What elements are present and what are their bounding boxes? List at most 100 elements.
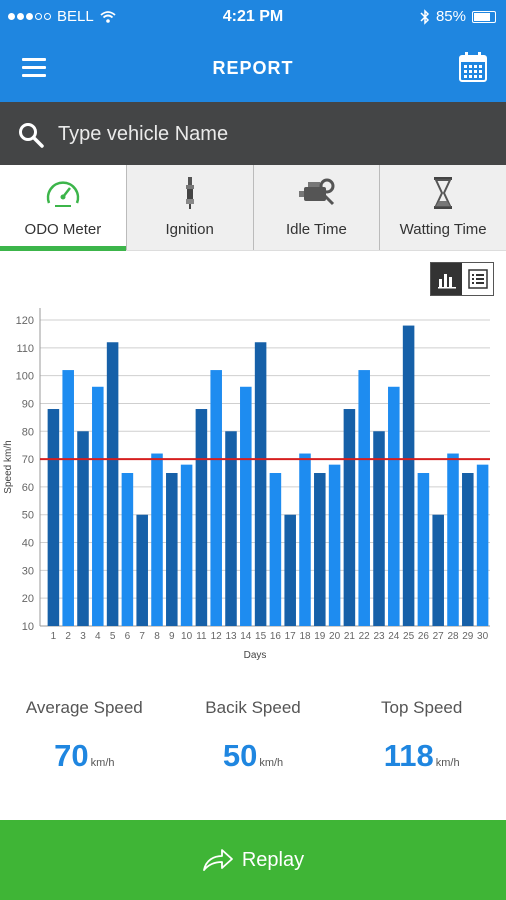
stat-unit: km/h (259, 757, 284, 769)
tab-label: Ignition (165, 221, 214, 238)
y-tick-label: 110 (16, 343, 34, 355)
search-bar (0, 102, 506, 165)
view-toggle (430, 262, 494, 296)
report-tabs: ODO Meter Ignition Idle Time Watting Tim… (0, 165, 506, 251)
x-tick-label: 28 (447, 631, 459, 642)
battery-percent: 85% (435, 8, 466, 25)
menu-icon[interactable] (22, 58, 46, 77)
x-tick-label: 30 (477, 631, 489, 642)
status-bar: BELL 4:21 PM 85% (0, 0, 506, 34)
bar (240, 386, 252, 626)
tab-waiting-time[interactable]: Watting Time (380, 165, 506, 250)
status-right: 85% (420, 8, 496, 25)
search-input[interactable] (56, 116, 480, 152)
bar (106, 342, 119, 626)
bar (92, 386, 104, 626)
bluetooth-icon (420, 8, 430, 25)
tab-label: Watting Time (399, 221, 487, 238)
engine-icon (299, 178, 335, 206)
top-speed-stat: Top Speed 118 km/h (337, 690, 506, 800)
bar (47, 409, 60, 626)
x-tick-label: 8 (154, 631, 160, 642)
y-tick-label: 20 (22, 593, 34, 605)
hourglass-icon (434, 177, 453, 209)
bar (254, 342, 267, 626)
search-icon (19, 123, 44, 148)
bar (121, 473, 134, 626)
page-title: REPORT (212, 58, 294, 78)
x-axis-label: Days (244, 650, 267, 661)
bar-chart-icon (437, 274, 456, 289)
bar (225, 431, 237, 626)
bar-chart-view-button[interactable] (431, 263, 462, 295)
x-tick-label: 27 (433, 631, 445, 642)
signal-icon (8, 13, 51, 20)
tab-ignition[interactable]: Ignition (127, 165, 254, 250)
stat-value: 118 (383, 738, 434, 773)
status-time: 4:21 PM (222, 8, 284, 25)
bar (62, 370, 74, 626)
bar (432, 514, 444, 626)
x-tick-label: 19 (314, 631, 326, 642)
bar (269, 473, 282, 626)
x-tick-label: 2 (65, 631, 71, 642)
y-tick-label: 30 (22, 565, 34, 577)
y-tick-label: 100 (16, 371, 34, 383)
x-tick-label: 5 (110, 631, 116, 642)
spark-plug-icon (185, 177, 194, 209)
bar (402, 325, 415, 626)
bar (476, 464, 489, 626)
list-icon (467, 269, 488, 289)
x-tick-label: 3 (80, 631, 86, 642)
bar (358, 370, 370, 626)
y-axis-label: Speed km/h (3, 440, 14, 493)
y-tick-label: 70 (22, 454, 34, 466)
speedometer-icon (46, 181, 80, 207)
x-tick-label: 14 (240, 631, 252, 642)
tab-odo-meter[interactable]: ODO Meter (0, 165, 127, 251)
stat-unit: km/h (90, 757, 115, 769)
x-tick-label: 20 (329, 631, 341, 642)
x-tick-label: 29 (462, 631, 474, 642)
x-tick-label: 23 (373, 631, 385, 642)
x-tick-label: 11 (196, 631, 207, 642)
bar (210, 370, 222, 626)
x-tick-label: 4 (95, 631, 101, 642)
stat-value: 70 (54, 738, 89, 773)
x-tick-label: 15 (255, 631, 267, 642)
bar (314, 473, 326, 626)
calendar-icon[interactable] (458, 51, 488, 83)
y-tick-label: 10 (22, 621, 34, 633)
bar (151, 453, 163, 626)
bar (195, 409, 208, 626)
battery-icon (472, 10, 496, 23)
x-tick-label: 18 (299, 631, 311, 642)
x-tick-label: 22 (359, 631, 371, 642)
list-view-button[interactable] (462, 263, 493, 295)
bar (328, 464, 341, 626)
x-tick-label: 1 (51, 631, 57, 642)
bar (462, 473, 474, 626)
x-tick-label: 9 (169, 631, 175, 642)
tab-label: Idle Time (285, 221, 347, 238)
wifi-icon (100, 10, 116, 23)
tab-label: ODO Meter (24, 221, 102, 238)
y-tick-label: 50 (22, 510, 34, 522)
tab-idle-time[interactable]: Idle Time (254, 165, 381, 250)
x-tick-label: 17 (285, 631, 297, 642)
bar (136, 514, 148, 626)
x-tick-label: 26 (418, 631, 430, 642)
app-bar: REPORT (0, 34, 506, 102)
stat-unit: km/h (435, 757, 460, 769)
x-tick-label: 24 (388, 631, 400, 642)
y-tick-label: 80 (22, 426, 34, 438)
y-tick-label: 90 (22, 398, 34, 410)
bar (417, 473, 430, 626)
basic-speed-stat: Bacik Speed 50 km/h (169, 690, 338, 800)
status-left: BELL (8, 8, 116, 25)
replay-button[interactable]: Replay (0, 820, 506, 900)
x-tick-label: 6 (125, 631, 131, 642)
y-tick-label: 60 (22, 482, 34, 494)
stat-label: Top Speed (381, 698, 463, 717)
